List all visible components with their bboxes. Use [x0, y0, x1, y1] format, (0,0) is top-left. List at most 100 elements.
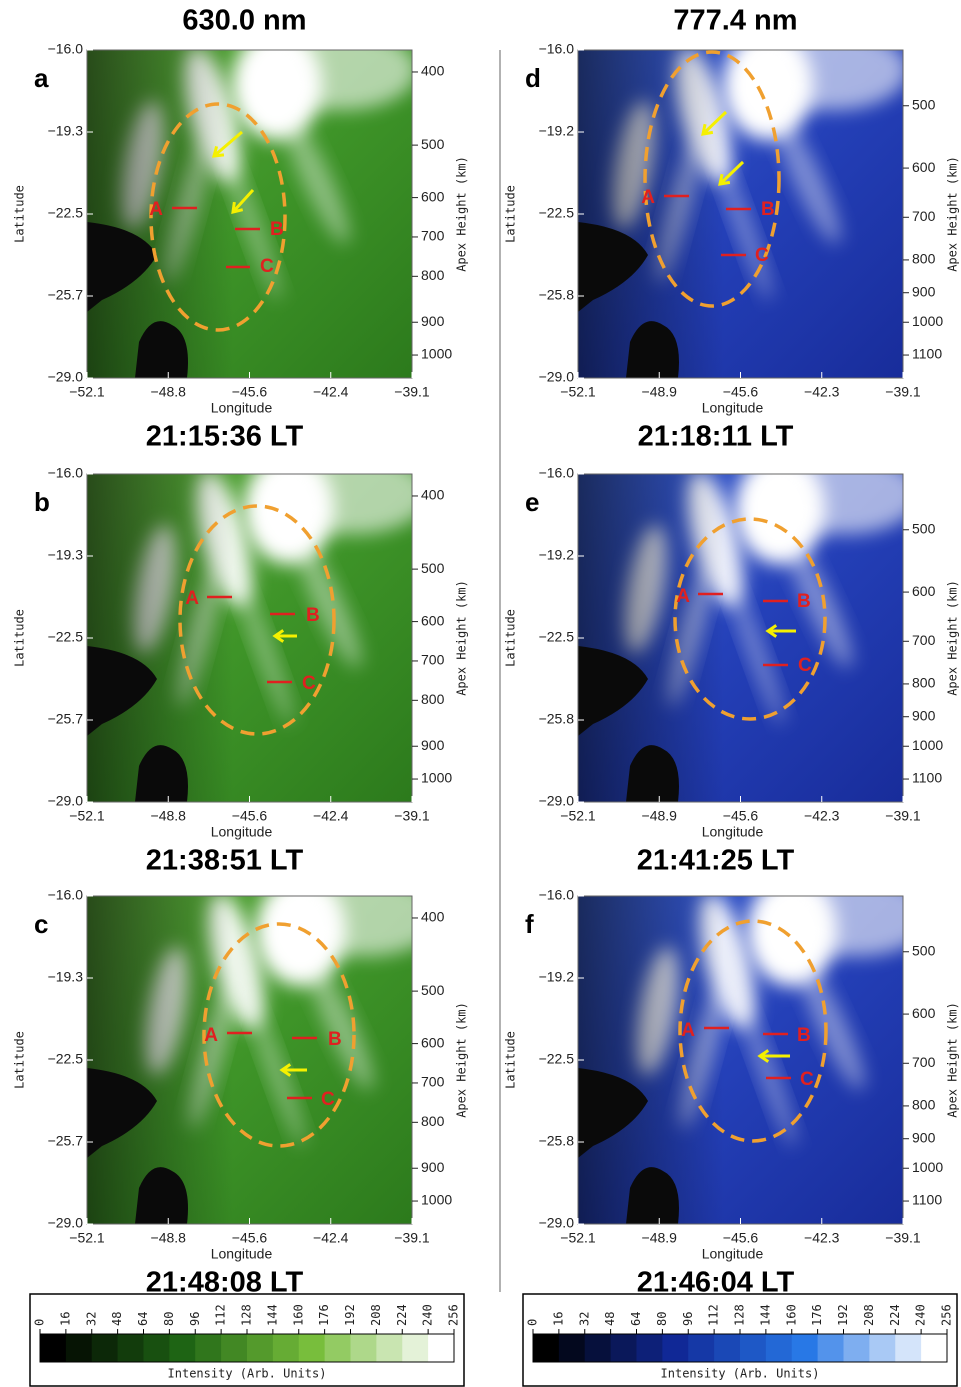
- height-tick-label: 500: [912, 96, 936, 112]
- x-tick-label: −39.1: [885, 384, 921, 400]
- y-tick-label: −29.0: [539, 369, 575, 385]
- colorbar-tick-label: 16: [551, 1312, 565, 1326]
- image-content: [87, 474, 412, 802]
- x-tick-label: −45.6: [723, 384, 759, 400]
- y2-axis-label: Apex Height (km): [946, 1002, 960, 1118]
- colorbar-segment: [843, 1334, 870, 1362]
- colorbar-segment: [791, 1334, 819, 1362]
- airglow-image: [577, 473, 904, 803]
- tree-silhouette: [626, 1167, 679, 1224]
- colorbar-tick-label: 48: [603, 1312, 617, 1326]
- marker-label: C: [302, 673, 316, 694]
- shade: [578, 896, 903, 1224]
- height-tick-label: 900: [421, 1159, 445, 1175]
- colorbar-tick-label: 256: [940, 1304, 954, 1326]
- y2-axis-label: Apex Height (km): [455, 156, 469, 272]
- height-tick-label: 600: [421, 188, 445, 204]
- colorbar-segment: [610, 1334, 637, 1362]
- height-tick-label: 700: [912, 1054, 936, 1070]
- colorbar-segment: [272, 1334, 300, 1362]
- colorbar-segment: [921, 1334, 948, 1362]
- height-tick-label: 800: [421, 267, 445, 283]
- marker-label: C: [755, 245, 769, 266]
- y-tick-label: −29.0: [539, 793, 575, 809]
- y-tick-label: −16.0: [539, 887, 575, 903]
- colorbar-tick-label: 32: [577, 1312, 591, 1326]
- y-axis-label: Latitude: [504, 1031, 518, 1089]
- x-tick-label: −52.1: [560, 384, 596, 400]
- tree-silhouette: [135, 321, 188, 378]
- colorbar-tick-label: 176: [317, 1304, 331, 1326]
- colorbar-tick-label: 128: [240, 1304, 254, 1326]
- x-axis-label: Longitude: [702, 824, 764, 840]
- height-tick-label: 900: [421, 737, 445, 753]
- y-axis-label: Latitude: [504, 185, 518, 243]
- arrow: [272, 629, 297, 643]
- height-tick-label: 900: [912, 283, 936, 299]
- x-tick-label: −42.4: [313, 384, 349, 400]
- marker-label: A: [641, 187, 655, 208]
- colorbar-segment: [65, 1334, 93, 1362]
- colorbar-segment: [324, 1334, 351, 1362]
- marker-label: B: [306, 605, 320, 626]
- colorbar-tick-label: 16: [58, 1312, 72, 1326]
- x-axis-label: Longitude: [702, 1246, 764, 1262]
- panel-label: f: [525, 909, 534, 939]
- column-title: 630.0 nm: [182, 5, 306, 37]
- colorbar-segment: [740, 1334, 767, 1362]
- height-tick-label: 1100: [912, 346, 942, 362]
- colorbar-segment: [688, 1334, 715, 1362]
- colorbar-tick-label: 112: [707, 1304, 721, 1326]
- y-axis-label: Latitude: [13, 1031, 27, 1089]
- image-content: [578, 50, 903, 378]
- colorbar-tick-label: 112: [214, 1304, 228, 1326]
- y-tick-label: −29.0: [48, 1215, 84, 1231]
- height-tick-label: 900: [912, 707, 936, 723]
- arrow: [701, 110, 728, 136]
- colorbar-tick-label: 208: [862, 1304, 876, 1326]
- obstruction: [87, 646, 157, 736]
- colorbar-segment: [636, 1334, 663, 1362]
- shade: [87, 50, 412, 378]
- colorbar-tick-label: 192: [343, 1304, 357, 1326]
- y-tick-label: −22.5: [48, 1051, 84, 1067]
- colorbar-tick-label: 144: [758, 1304, 772, 1326]
- height-tick-label: 1000: [912, 737, 943, 753]
- colorbar-segment: [298, 1334, 326, 1362]
- height-tick-label: 1000: [421, 770, 452, 786]
- colorbar-segment: [402, 1334, 429, 1362]
- time-label: 21:38:51 LT: [146, 845, 304, 877]
- arrow: [279, 1063, 307, 1077]
- colorbar-tick-label: 240: [914, 1304, 928, 1326]
- height-tick-label: 1000: [912, 313, 943, 329]
- y-tick-label: −19.3: [48, 547, 84, 563]
- height-tick-label: 600: [912, 1005, 936, 1021]
- marker-label: B: [797, 591, 811, 612]
- y-tick-label: −16.0: [48, 41, 84, 57]
- region-outline: [178, 504, 336, 736]
- region-outline: [678, 919, 828, 1143]
- marker-label: A: [204, 1025, 218, 1046]
- marker-label: C: [260, 256, 274, 277]
- x-tick-label: −45.6: [723, 808, 759, 824]
- y-tick-label: −25.8: [539, 287, 575, 303]
- y2-axis-label: Apex Height (km): [946, 156, 960, 272]
- x-axis-label: Longitude: [211, 824, 273, 840]
- colorbar-tick-label: 192: [836, 1304, 850, 1326]
- y-tick-label: −25.7: [48, 711, 84, 727]
- marker-label: A: [676, 586, 690, 607]
- colorbar-segment: [143, 1334, 170, 1362]
- shade: [87, 474, 412, 802]
- y-tick-label: −29.0: [48, 793, 84, 809]
- obstruction: [578, 1068, 648, 1158]
- colorbar-tick-label: 144: [265, 1304, 279, 1326]
- airglow-image: [577, 895, 904, 1225]
- colorbar-tick-label: 0: [33, 1319, 47, 1326]
- height-tick-label: 1100: [912, 770, 942, 786]
- marker-label: C: [800, 1069, 814, 1090]
- colorbar-segment: [428, 1334, 455, 1362]
- colorbar-segment: [765, 1334, 793, 1362]
- image-content: [87, 896, 412, 1224]
- shade: [578, 50, 903, 378]
- panel-label: e: [525, 487, 539, 517]
